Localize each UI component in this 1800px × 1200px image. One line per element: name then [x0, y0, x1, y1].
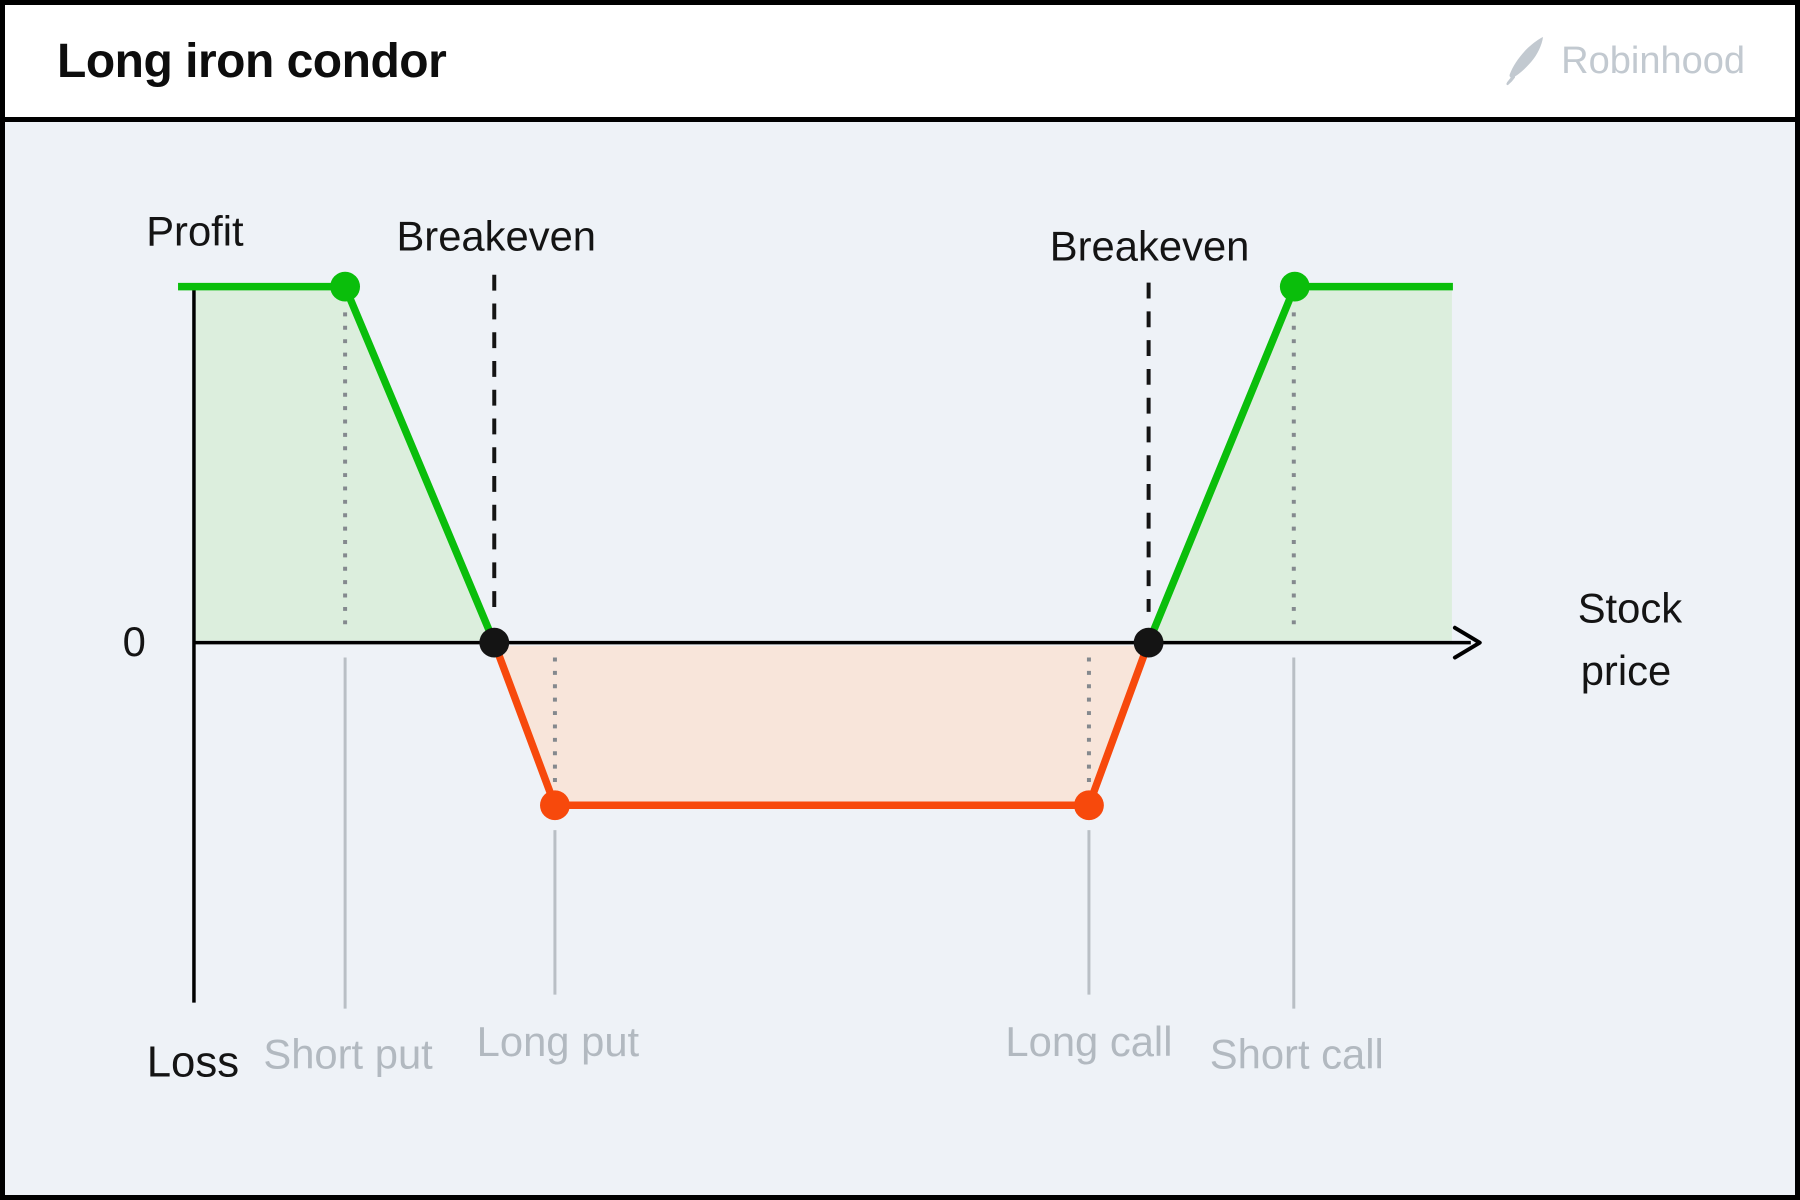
long-call-dot — [1074, 790, 1104, 821]
lower-breakeven-dot — [479, 627, 510, 658]
x-axis-arrow-icon — [1452, 625, 1482, 660]
feather-icon — [1506, 37, 1544, 86]
zero-label: 0 — [123, 618, 146, 665]
brand-name: Robinhood — [1561, 39, 1745, 82]
payoff-chart-svg: Profit Breakeven Breakeven 0 Stock price Loss S… — [123, 208, 1683, 1087]
stock-price-label-line1: Stock — [1578, 584, 1683, 631]
breakeven-label-upper: Breakeven — [1050, 223, 1250, 270]
short-call-dot — [1279, 271, 1310, 302]
profit-label: Profit — [146, 208, 244, 255]
loss-fill — [497, 645, 1146, 804]
short-put-dot — [330, 271, 361, 302]
stock-price-label-line2: price — [1581, 647, 1671, 694]
loss-label: Loss — [147, 1038, 239, 1087]
long-call-label: Long call — [1005, 1018, 1172, 1065]
upper-breakeven-dot — [1133, 627, 1164, 658]
long-put-label: Long put — [477, 1018, 640, 1065]
profit-fill-right — [1151, 288, 1452, 641]
long-put-dot — [540, 790, 570, 821]
page-title: Long iron condor — [57, 34, 447, 88]
loss-line — [490, 641, 1153, 809]
profit-fill-left — [194, 288, 493, 641]
figure-header: Long iron condor Robinhood — [5, 5, 1795, 122]
short-call-label: Short call — [1210, 1031, 1384, 1078]
short-put-label: Short put — [263, 1031, 433, 1078]
robinhood-brand: Robinhood — [1505, 36, 1745, 86]
breakeven-label-lower: Breakeven — [396, 213, 596, 260]
